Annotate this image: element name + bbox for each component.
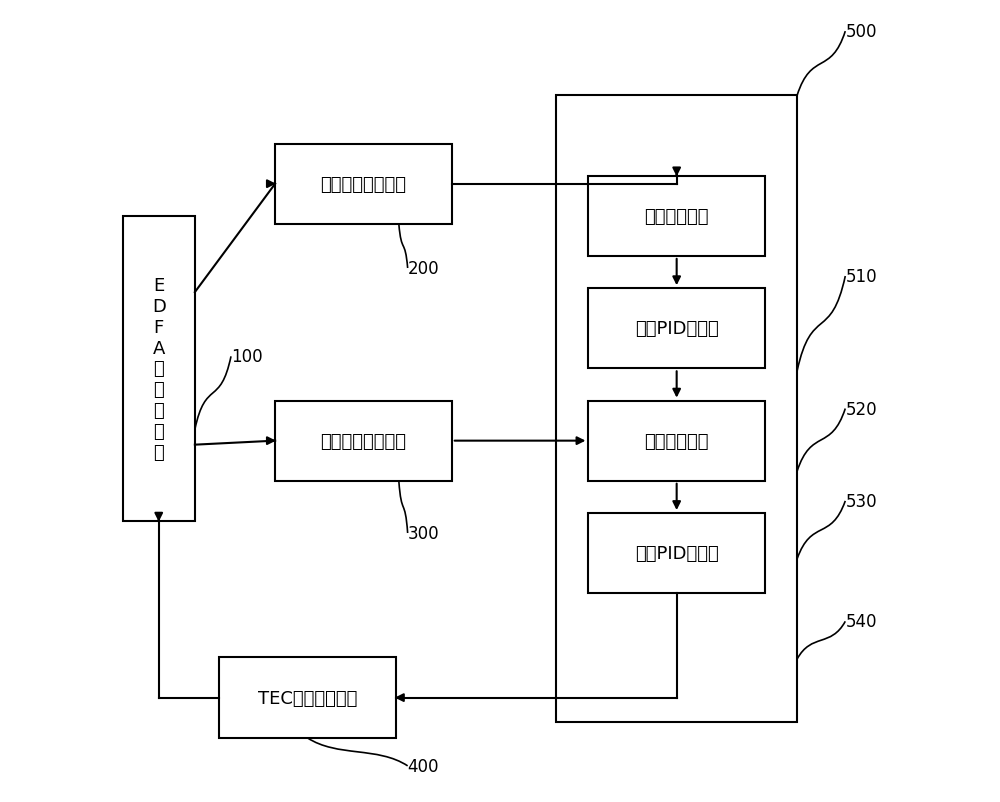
- Text: 第二计算模块: 第二计算模块: [644, 432, 709, 450]
- Text: 400: 400: [408, 757, 439, 775]
- FancyBboxPatch shape: [275, 401, 452, 481]
- FancyBboxPatch shape: [556, 96, 797, 722]
- Text: 530: 530: [845, 492, 877, 510]
- FancyBboxPatch shape: [123, 217, 195, 521]
- Text: E
D
F
A
泵
浦
激
光
器: E D F A 泵 浦 激 光 器: [152, 277, 166, 461]
- Text: 540: 540: [845, 613, 877, 630]
- Text: TEC电流控制电路: TEC电流控制电路: [258, 689, 357, 707]
- Text: 520: 520: [845, 400, 877, 418]
- FancyBboxPatch shape: [588, 176, 765, 257]
- Text: 100: 100: [231, 348, 263, 366]
- Text: 510: 510: [845, 268, 877, 286]
- FancyBboxPatch shape: [588, 289, 765, 369]
- Text: 第一检测放大电路: 第一检测放大电路: [320, 176, 406, 193]
- FancyBboxPatch shape: [588, 513, 765, 593]
- Text: 500: 500: [845, 23, 877, 41]
- Text: 200: 200: [408, 260, 439, 277]
- FancyBboxPatch shape: [588, 401, 765, 481]
- Text: 第二PID控制器: 第二PID控制器: [635, 545, 719, 562]
- Text: 第一PID控制器: 第一PID控制器: [635, 320, 719, 338]
- Text: 300: 300: [408, 525, 439, 542]
- Text: 第二检测放大电路: 第二检测放大电路: [320, 432, 406, 450]
- FancyBboxPatch shape: [219, 658, 396, 738]
- FancyBboxPatch shape: [275, 144, 452, 225]
- Text: 第一计算模块: 第一计算模块: [644, 208, 709, 225]
